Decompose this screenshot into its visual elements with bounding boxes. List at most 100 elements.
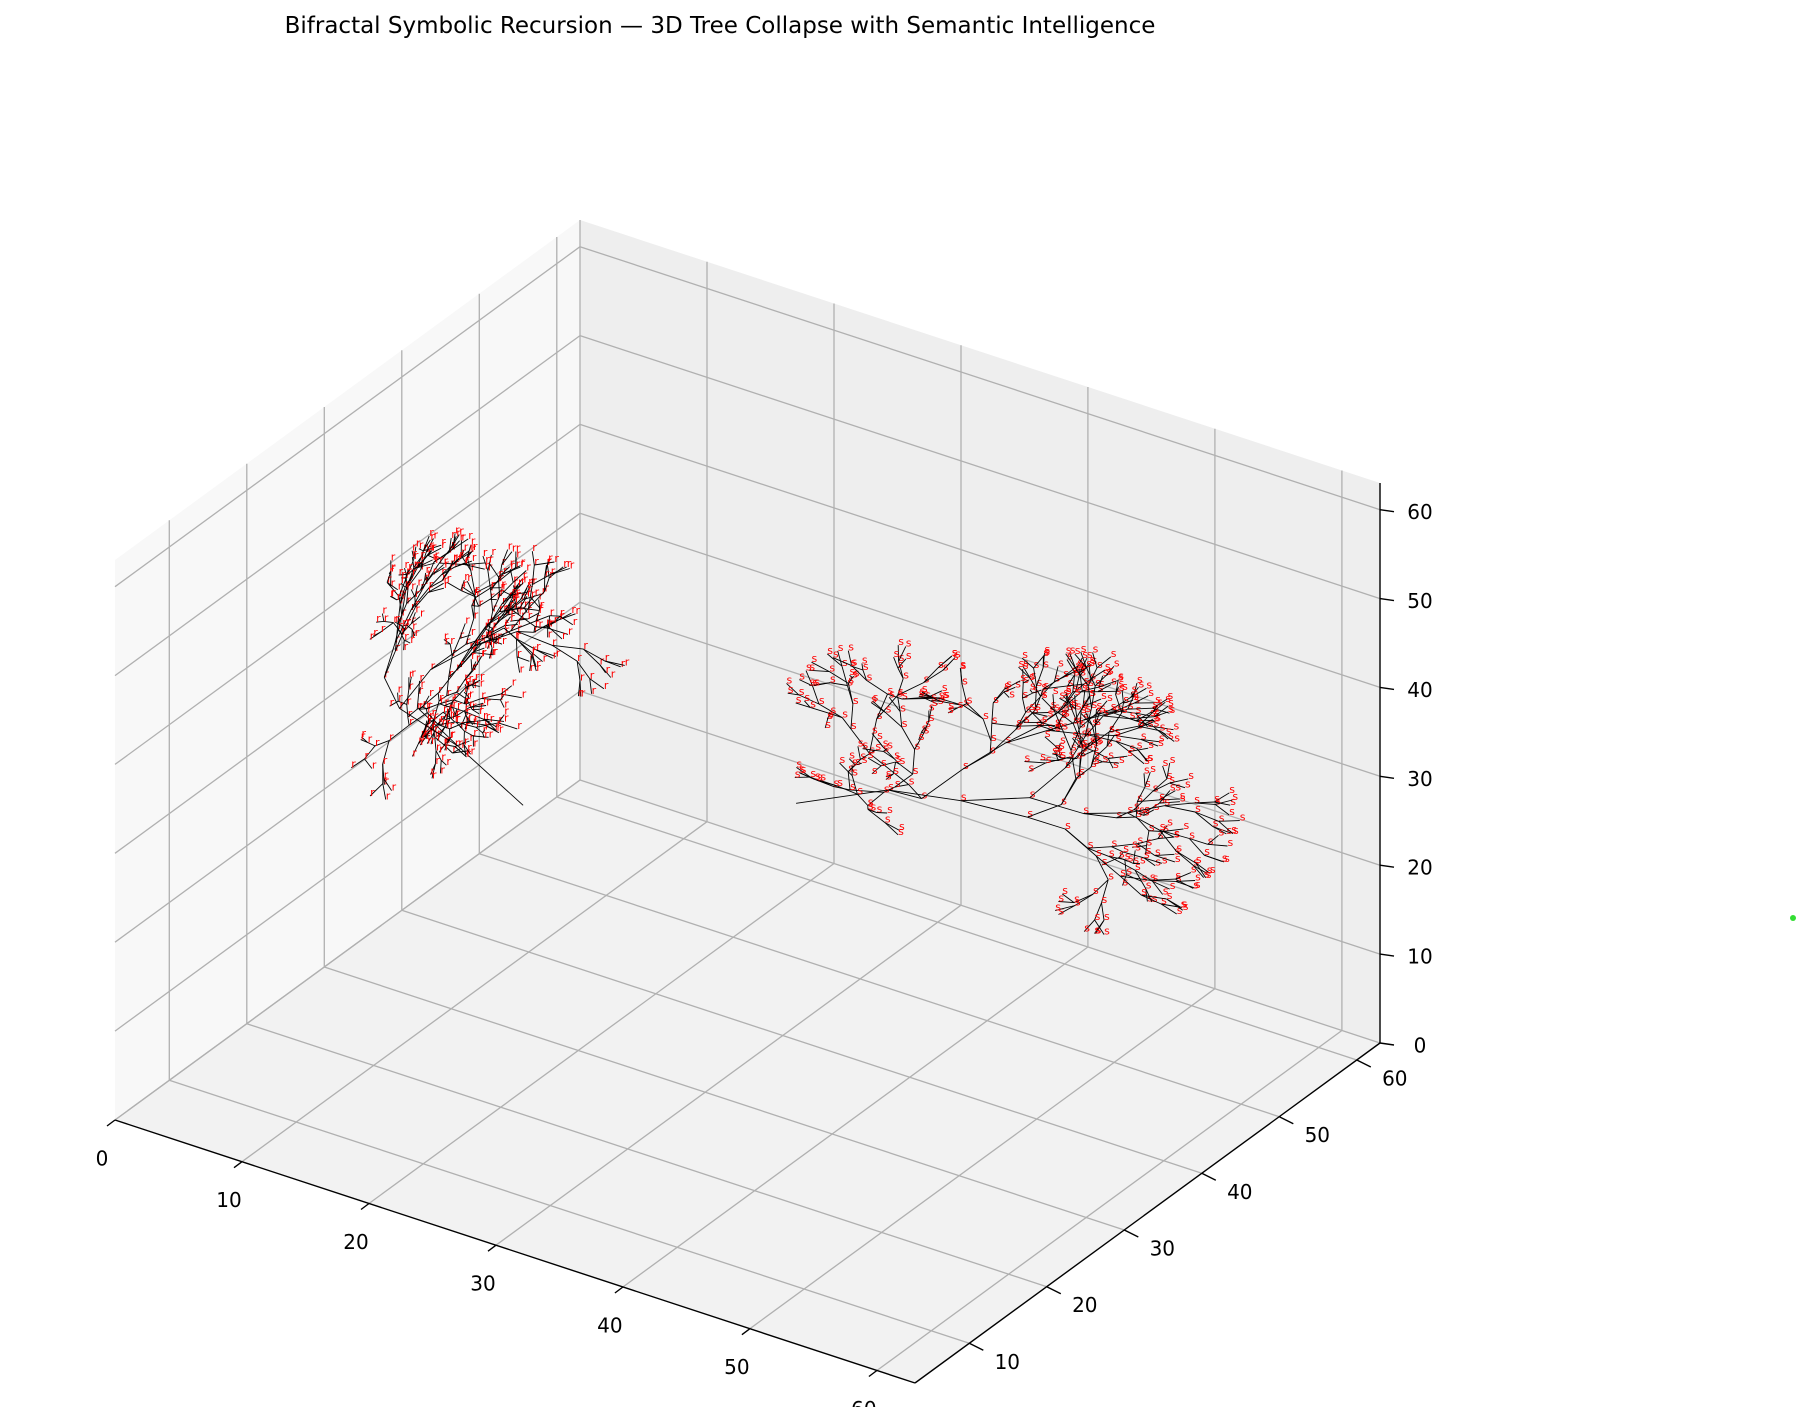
tree-branch-s — [989, 741, 992, 754]
node-label-r: r — [516, 558, 521, 571]
node-label-s: s — [1055, 901, 1061, 914]
node-label-s: s — [1060, 734, 1066, 747]
tree-branch-r — [471, 605, 475, 619]
node-label-r: r — [548, 627, 553, 640]
node-label-s: s — [817, 770, 823, 783]
tree-branch-s — [1066, 659, 1076, 673]
tree-branch-s — [857, 746, 861, 760]
tree-branch-s — [1127, 805, 1165, 814]
tree-branch-r — [465, 618, 475, 645]
node-label-s: s — [1119, 681, 1125, 694]
node-label-r: r — [483, 632, 488, 645]
node-label-r: r — [429, 709, 434, 722]
node-label-s: s — [852, 755, 858, 768]
node-label-r: r — [474, 608, 479, 621]
tree-branch-s — [1116, 816, 1137, 819]
tree-branch-s — [898, 661, 904, 679]
node-label-r: r — [407, 615, 412, 628]
tree-branch-s — [1085, 733, 1116, 737]
node-label-s: s — [840, 753, 846, 766]
y-tick-mark — [1046, 1286, 1062, 1295]
tree-branch-s — [894, 784, 909, 788]
tree-branch-r — [434, 737, 437, 751]
node-label-s: s — [899, 820, 905, 833]
node-label-r: r — [590, 669, 595, 682]
tree-branch-s — [868, 718, 878, 754]
tree-branch-r — [489, 639, 494, 646]
tree-branch-s — [1195, 862, 1211, 874]
tree-branch-r — [460, 589, 477, 598]
node-label-r: r — [435, 727, 440, 740]
node-label-r: r — [527, 586, 532, 599]
node-label-r: r — [553, 648, 558, 661]
node-label-s: s — [1132, 837, 1138, 850]
node-label-r: r — [445, 740, 450, 753]
tree-branch-r — [445, 717, 451, 729]
tree-branch-s — [1003, 691, 1010, 698]
tree-branch-s — [1074, 653, 1087, 668]
node-label-s: s — [1035, 700, 1041, 713]
tree-branch-s — [1034, 686, 1037, 711]
node-label-r: r — [563, 557, 568, 570]
tree-branch-s — [1110, 697, 1131, 711]
tree-branch-s — [1143, 809, 1155, 816]
tree-branch-s — [1075, 672, 1081, 691]
node-label-r: r — [467, 747, 472, 760]
tree-branch-r — [464, 697, 470, 705]
tree-branch-s — [1075, 766, 1092, 779]
node-label-s: s — [1136, 711, 1142, 724]
node-label-r: r — [497, 721, 502, 734]
tree-branch-s — [855, 762, 862, 766]
node-label-s: s — [948, 703, 954, 716]
node-label-r: r — [485, 553, 490, 566]
node-label-s: s — [1045, 727, 1051, 740]
node-label-r: r — [416, 537, 421, 550]
tree-branch-r — [415, 592, 429, 608]
tree-branch-s — [1124, 859, 1127, 875]
z-tick-mark — [1379, 686, 1395, 691]
node-label-r: r — [475, 670, 480, 683]
node-label-r: r — [434, 722, 439, 735]
node-label-s: s — [827, 709, 833, 722]
tree-branch-r — [454, 746, 467, 758]
node-label-r: r — [536, 640, 541, 653]
tree-branch-r — [504, 600, 513, 616]
tree-branch-r — [471, 661, 477, 671]
node-label-s: s — [871, 693, 877, 706]
tree-branch-r — [437, 670, 457, 694]
tree-branch-s — [1133, 695, 1149, 704]
tree-branch-r — [464, 730, 474, 737]
tree-branch-s — [1070, 707, 1079, 724]
node-label-r: r — [556, 646, 561, 659]
tree-branch-s — [1058, 709, 1069, 713]
tree-branch-r — [393, 622, 399, 630]
node-label-r: r — [515, 628, 520, 641]
node-label-s: s — [1090, 686, 1096, 699]
node-label-r: r — [536, 611, 541, 624]
tree-branch-r — [452, 747, 462, 754]
y-tick-label: 10 — [995, 1350, 1020, 1374]
node-label-s: s — [877, 803, 883, 816]
node-label-r: r — [475, 583, 480, 596]
tree-branch-r — [382, 763, 385, 779]
node-label-r: r — [578, 686, 583, 699]
tree-branch-r — [466, 549, 474, 558]
tree-branch-s — [1164, 805, 1196, 813]
tree-branch-r — [576, 660, 591, 680]
node-label-s: s — [1193, 879, 1199, 892]
node-label-r: r — [492, 645, 497, 658]
tree-branch-r — [414, 597, 416, 608]
tree-branch-s — [1121, 703, 1124, 713]
tree-branch-s — [820, 779, 838, 787]
node-label-s: s — [1108, 664, 1114, 677]
tree-branch-s — [1207, 834, 1219, 845]
tree-branch-r — [396, 597, 402, 601]
tree-branch-s — [1079, 663, 1092, 673]
node-label-r: r — [426, 729, 431, 742]
node-label-r: r — [464, 735, 469, 748]
node-label-r: r — [487, 615, 492, 628]
node-label-r: r — [412, 541, 417, 554]
x-tick-label: 20 — [343, 1230, 368, 1254]
node-label-r: r — [420, 607, 425, 620]
node-label-r: r — [427, 711, 432, 724]
